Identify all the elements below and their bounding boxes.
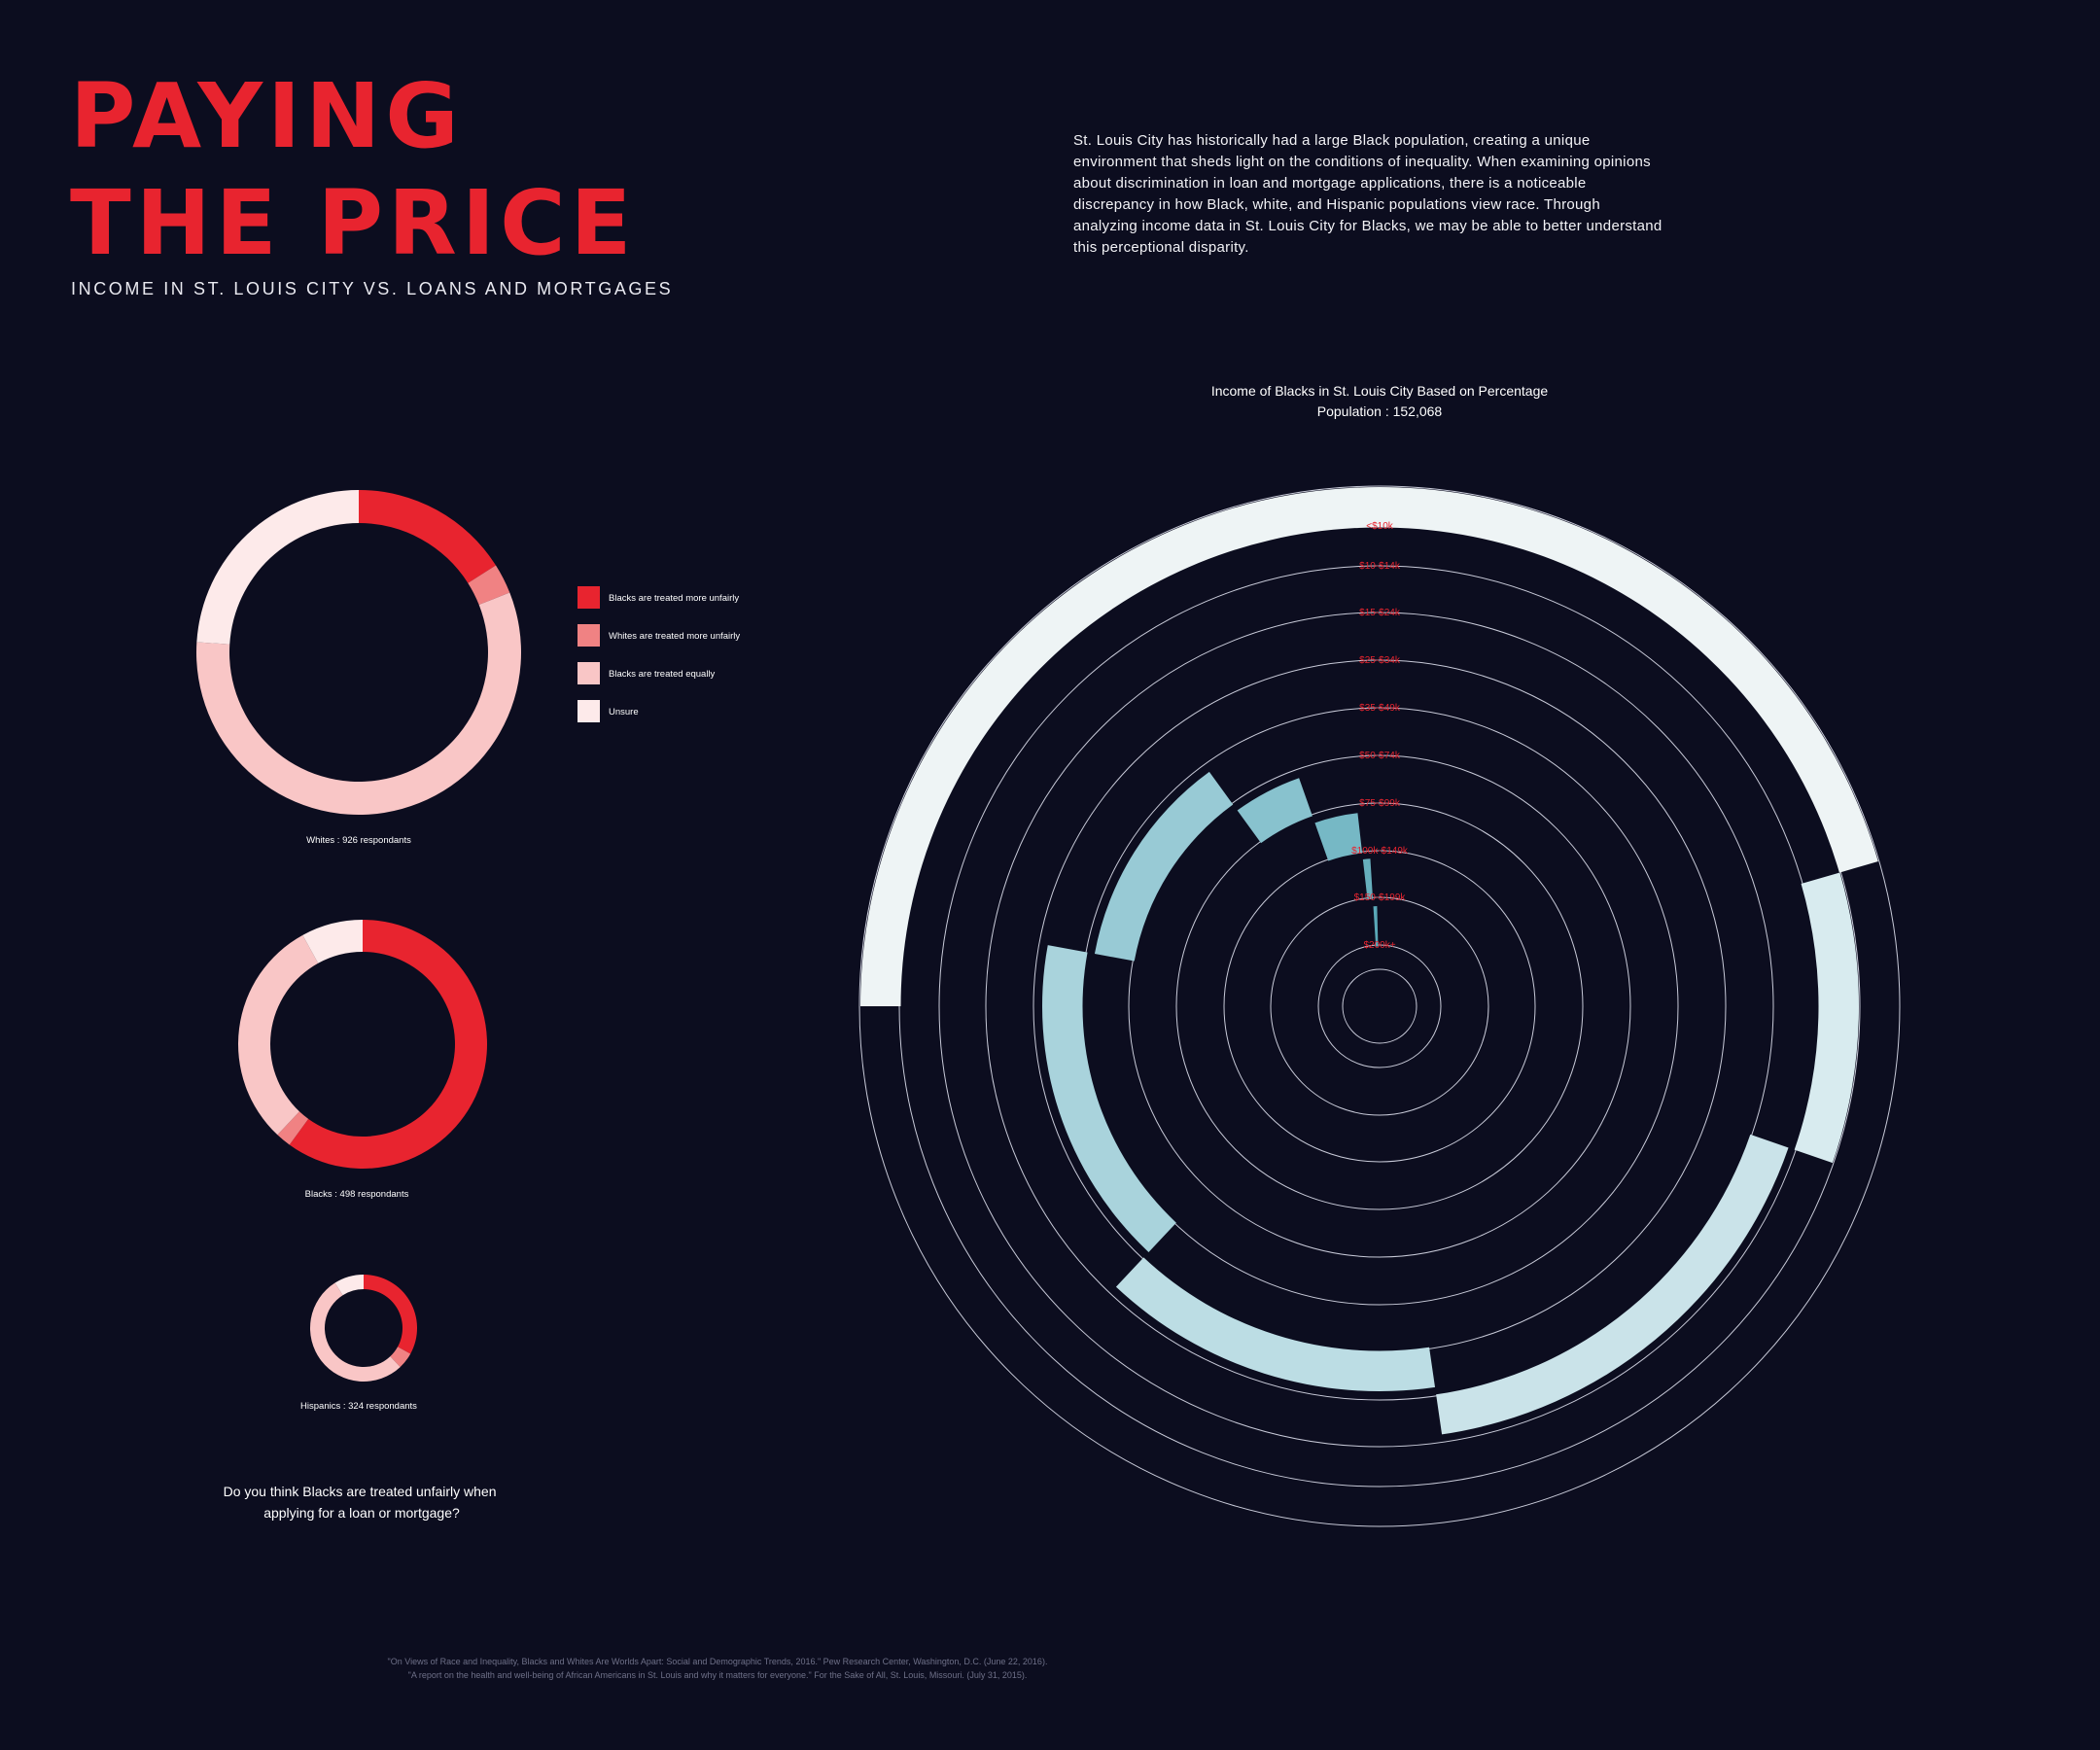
radial-gridline [1128, 754, 1631, 1258]
radial-gridline [1270, 896, 1489, 1116]
radial-gridline [1175, 802, 1584, 1210]
legend-label-unsure: Unsure [609, 707, 639, 718]
donut-slice-blacks-are-treated-equally [237, 934, 319, 1136]
radial-labels: <$10k $10-$14k $15-$24k $25-$34k $35-$49k $50… [1351, 521, 1409, 951]
radial-tick-label: $200k+ [1363, 940, 1395, 951]
radial-bars [860, 486, 1878, 1435]
donut-slice-blacks-are-treated-more-unfairly [364, 1275, 418, 1354]
donut-label-hispanics: Hispanics : 324 respondants [300, 1401, 417, 1412]
source-2: "A report on the health and well-being o… [407, 1670, 1028, 1680]
radial-bar-50-74k [1094, 771, 1234, 962]
radial-tick-label: $25-$34k [1359, 655, 1401, 666]
donut-slice-blacks-are-treated-more-unfairly [359, 490, 496, 583]
radial-gridline [1223, 850, 1536, 1163]
radial-tick-label: <$10k [1366, 521, 1394, 532]
page-subtitle: INCOME IN ST. LOUIS CITY VS. LOANS AND M… [71, 279, 674, 298]
radial-gridline [858, 485, 1901, 1527]
radial-tick-label: $75-$99k [1359, 798, 1401, 809]
radial-bar-75-99k [1237, 778, 1312, 844]
legend-label-treated-equally: Blacks are treated equally [609, 669, 716, 680]
radial-bar-15-24k [1436, 1134, 1789, 1435]
radial-gridline [1317, 944, 1442, 1068]
donut-label-blacks: Blacks : 498 respondants [305, 1189, 409, 1200]
radial-gridline [1342, 968, 1418, 1044]
radial-tick-label: $10-$14k [1359, 561, 1401, 572]
page-title-line-2: THE PRICE [70, 171, 637, 275]
radial-tick-label: $100k-$149k [1351, 846, 1409, 857]
radial-bar-10-14k [1794, 872, 1859, 1164]
legend-label-whites-unfairly: Whites are treated more unfairly [609, 631, 740, 642]
legend-swatch-unsure [578, 700, 600, 722]
donut-chart-whites [195, 489, 521, 816]
donut-chart-hispanics [309, 1275, 418, 1382]
radial-tick-label: $50-$74k [1359, 751, 1401, 761]
survey-question-line-2: applying for a loan or mortgage? [263, 1505, 460, 1521]
radial-bar-35-49k [1041, 945, 1176, 1252]
radial-bar-100k-149k [1314, 813, 1363, 861]
radial-bar-150-199k [1362, 858, 1374, 900]
radial-gridline [985, 612, 1774, 1401]
donut-slice-whites-are-treated-more-unfairly [390, 1347, 411, 1368]
donut-slice-whites-are-treated-more-unfairly [277, 1111, 309, 1145]
sources: "On Views of Race and Inequality, Blacks… [0, 1655, 1435, 1682]
radial-tick-label: $35-$49k [1359, 703, 1401, 714]
radial-chart-title: Income of Blacks in St. Louis City Based… [1211, 383, 1549, 399]
donut-slice-unsure [196, 489, 359, 645]
intro-paragraph: St. Louis City has historically had a la… [1073, 132, 1662, 256]
legend-label-blacks-unfairly: Blacks are treated more unfairly [609, 593, 739, 604]
donut-slice-unsure [334, 1275, 364, 1296]
legend-swatch-treated-equally [578, 662, 600, 684]
donut-slice-whites-are-treated-more-unfairly [468, 565, 510, 606]
radial-tick-label: $15-$24k [1359, 608, 1401, 618]
survey-question: Do you think Blacks are treated unfairly… [224, 1484, 501, 1521]
legend: Blacks are treated more unfairly Whites … [578, 586, 740, 722]
legend-swatch-whites-unfairly [578, 624, 600, 647]
legend-swatch-blacks-unfairly [578, 586, 600, 609]
donut-slice-blacks-are-treated-equally [309, 1282, 401, 1382]
donut-slice-blacks-are-treated-more-unfairly [289, 920, 488, 1169]
donut-chart-blacks [237, 920, 488, 1169]
radial-bar-200k [1373, 906, 1379, 947]
radial-bar-25-34k [1115, 1257, 1436, 1391]
donut-label-whites: Whites : 926 respondants [306, 835, 411, 846]
donut-slice-blacks-are-treated-equally [195, 592, 521, 816]
radial-tick-label: $150-$199k [1354, 892, 1407, 903]
donut-slice-unsure [302, 920, 363, 963]
radial-gridline [1032, 659, 1727, 1353]
radial-chart-subtitle: Population : 152,068 [1317, 403, 1443, 419]
source-1: "On Views of Race and Inequality, Blacks… [387, 1657, 1048, 1666]
page-title-line-1: PAYING [70, 64, 464, 168]
survey-question-line-1: Do you think Blacks are treated unfairly… [224, 1484, 497, 1499]
